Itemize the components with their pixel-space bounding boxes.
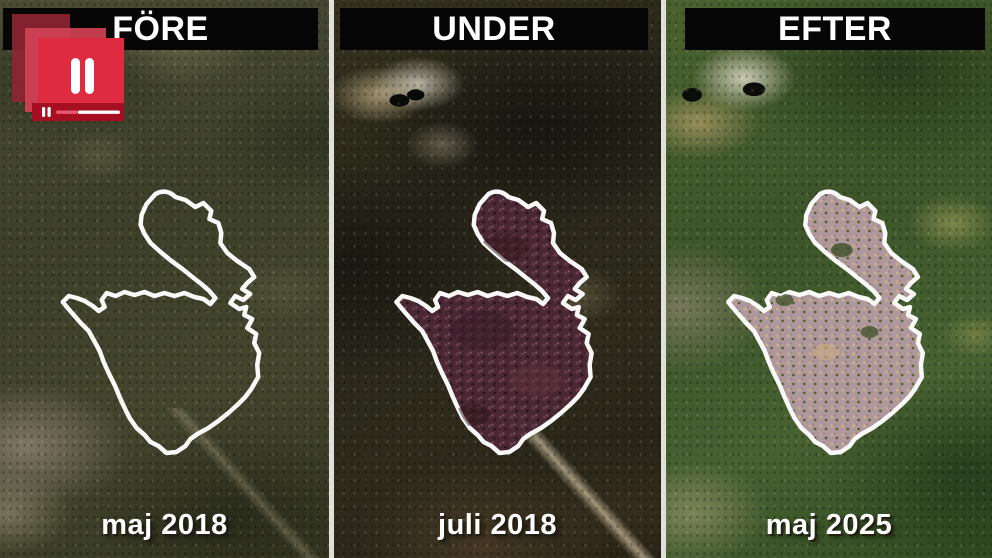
logo-square-front bbox=[38, 38, 124, 108]
satellite-texture bbox=[334, 0, 661, 558]
satellite-texture bbox=[666, 0, 992, 558]
satellite-panel-during: UNDER juli 2018 bbox=[334, 0, 661, 558]
mini-pause-icon bbox=[47, 107, 51, 117]
satellite-panel-after: EFTER maj 2025 bbox=[666, 0, 992, 558]
label-bar-after: EFTER bbox=[685, 8, 985, 50]
pause-icon bbox=[85, 58, 94, 94]
panel-date-during: juli 2018 bbox=[438, 509, 557, 541]
fire-perimeter-overlay-during bbox=[334, 0, 661, 558]
panel-divider bbox=[329, 0, 334, 558]
mini-pause-icon bbox=[42, 107, 46, 117]
panel-label-after: EFTER bbox=[778, 10, 892, 48]
label-bar-during: UNDER bbox=[340, 8, 648, 50]
fire-perimeter-overlay-after bbox=[666, 0, 992, 558]
panel-divider bbox=[661, 0, 666, 558]
satellite-image-during bbox=[334, 0, 661, 558]
panel-date-before: maj 2018 bbox=[101, 509, 228, 541]
logo-progress-strip bbox=[32, 103, 124, 121]
panel-date-after: maj 2025 bbox=[765, 509, 893, 541]
satellite-image-before bbox=[0, 0, 329, 558]
panel-label-before: FÖRE bbox=[112, 10, 209, 48]
progress-remaining bbox=[78, 110, 120, 114]
satellite-image-after bbox=[666, 0, 992, 558]
fire-perimeter-outline bbox=[63, 192, 259, 453]
pause-icon bbox=[71, 58, 80, 94]
burn-scar-shading bbox=[450, 234, 563, 426]
video-pause-stack-icon bbox=[12, 14, 124, 121]
panel-label-during: UNDER bbox=[432, 10, 556, 48]
progress-elapsed bbox=[56, 110, 78, 114]
burn-scar-after bbox=[728, 192, 923, 453]
